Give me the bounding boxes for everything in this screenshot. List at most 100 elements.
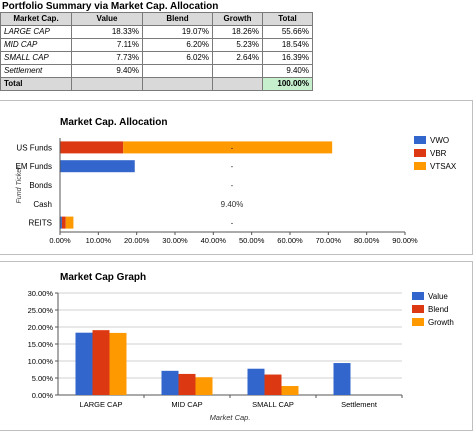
cell-blend: 6.20% [142, 38, 213, 52]
row-label: LARGE CAP [0, 25, 72, 39]
cell-value: 7.11% [71, 38, 143, 52]
x-tick-label: 50.00% [239, 236, 265, 245]
cell-total: 9.40% [262, 64, 313, 78]
bar [281, 386, 299, 395]
cell-total: 16.39% [262, 51, 313, 65]
bar [264, 374, 282, 395]
x-tick-label: 40.00% [201, 236, 227, 245]
y-axis-label: Fund Ticker [16, 166, 23, 204]
x-tick-label: Settlement [341, 400, 378, 409]
bar-segment [123, 141, 333, 154]
cell-growth: 18.26% [212, 25, 263, 39]
summary-title: Portfolio Summary via Market Cap. Alloca… [2, 1, 219, 12]
y-tick-label: 10.00% [28, 357, 54, 366]
header-total: Total [262, 12, 313, 26]
x-tick-label: 0.00% [49, 236, 71, 245]
cell-value: 18.33% [71, 25, 143, 39]
header-market-cap: Market Cap. [0, 12, 72, 26]
x-tick-label: 20.00% [124, 236, 150, 245]
y-tick-label: 15.00% [28, 340, 54, 349]
cell-blend: 6.02% [142, 51, 213, 65]
legend-label: VBR [430, 149, 447, 158]
cell-growth: 2.64% [212, 51, 263, 65]
header-growth: Growth [212, 12, 263, 26]
chart-title: Market Cap. Allocation [60, 117, 167, 128]
category-label: Cash [33, 200, 52, 209]
total-value: 100.00% [262, 77, 313, 91]
bar-segment [65, 216, 74, 229]
table-row: MID CAP 7.11% 6.20% 5.23% 18.54% [0, 38, 313, 52]
legend-label: Growth [428, 318, 454, 327]
data-label: - [231, 143, 234, 152]
data-label: - [231, 181, 234, 190]
table-row: Settlement 9.40% 9.40% [0, 64, 313, 78]
x-tick-label: 60.00% [277, 236, 303, 245]
x-tick-label: 30.00% [162, 236, 188, 245]
category-label: EM Funds [16, 162, 52, 171]
chart-title: Market Cap Graph [60, 272, 146, 283]
row-label: Settlement [0, 64, 72, 78]
cell-growth: 5.23% [212, 38, 263, 52]
row-label: SMALL CAP [0, 51, 72, 65]
row-label: MID CAP [0, 38, 72, 52]
data-label: 9.40% [221, 200, 244, 209]
cell-value: 9.40% [71, 64, 143, 78]
x-tick-label: 10.00% [86, 236, 112, 245]
bar [178, 373, 196, 395]
cell-value: 7.73% [71, 51, 143, 65]
summary-table: Market Cap. Value Blend Growth Total LAR… [0, 12, 313, 91]
table-row: LARGE CAP 18.33% 19.07% 18.26% 55.66% [0, 25, 313, 39]
bar [195, 377, 213, 395]
bar-segment [60, 216, 62, 229]
bar [109, 332, 127, 395]
category-label: Bonds [29, 181, 52, 190]
y-tick-label: 20.00% [28, 323, 54, 332]
header-value: Value [71, 12, 143, 26]
cell-blend [142, 64, 213, 78]
legend-swatch [414, 162, 426, 170]
y-tick-label: 30.00% [28, 289, 54, 298]
total-label: Total [0, 77, 72, 91]
x-tick-label: MID CAP [171, 400, 202, 409]
bar-segment [61, 216, 66, 229]
category-label: US Funds [16, 143, 52, 152]
bar [247, 368, 265, 395]
x-tick-label: 80.00% [354, 236, 380, 245]
table-row: SMALL CAP 7.73% 6.02% 2.64% 16.39% [0, 51, 313, 65]
legend-label: Blend [428, 305, 448, 314]
allocation-chart-panel: Market Cap. Allocation Fund Ticker US Fund… [0, 100, 473, 255]
cell-growth [212, 64, 263, 78]
x-axis-label: Market Cap. [210, 413, 251, 422]
bar-segment [60, 141, 124, 154]
x-tick-label: LARGE CAP [80, 400, 123, 409]
y-tick-label: 5.00% [32, 374, 54, 383]
y-tick-label: 25.00% [28, 306, 54, 315]
legend-swatch [414, 149, 426, 157]
bar [333, 363, 351, 395]
bar [92, 330, 110, 395]
x-tick-label: 90.00% [392, 236, 418, 245]
legend-label: VWO [430, 136, 449, 145]
cell-total: 18.54% [262, 38, 313, 52]
x-tick-label: SMALL CAP [252, 400, 294, 409]
summary-header-row: Market Cap. Value Blend Growth Total [0, 12, 313, 26]
legend-swatch [414, 136, 426, 144]
x-tick-label: 70.00% [316, 236, 342, 245]
data-label: - [231, 219, 234, 228]
bar [161, 370, 179, 395]
total-row: Total 100.00% [0, 77, 313, 91]
market-cap-graph: Market Cap Graph 0.00% 5.00% 10.00% 15.00% 20… [28, 272, 454, 422]
cell-blend: 19.07% [142, 25, 213, 39]
bar-segment [60, 160, 135, 173]
bar [75, 332, 93, 395]
y-tick-label: 0.00% [32, 391, 54, 400]
legend-label: VTSAX [430, 162, 457, 171]
market-cap-graph-panel: Market Cap Graph 0.00% 5.00% 10.00% 15.00% 20… [0, 261, 473, 431]
legend-swatch [412, 292, 424, 300]
legend-swatch [412, 305, 424, 313]
header-blend: Blend [142, 12, 213, 26]
legend-label: Value [428, 292, 448, 301]
cell-total: 55.66% [262, 25, 313, 39]
category-label: REITS [28, 219, 52, 228]
legend-swatch [412, 318, 424, 326]
